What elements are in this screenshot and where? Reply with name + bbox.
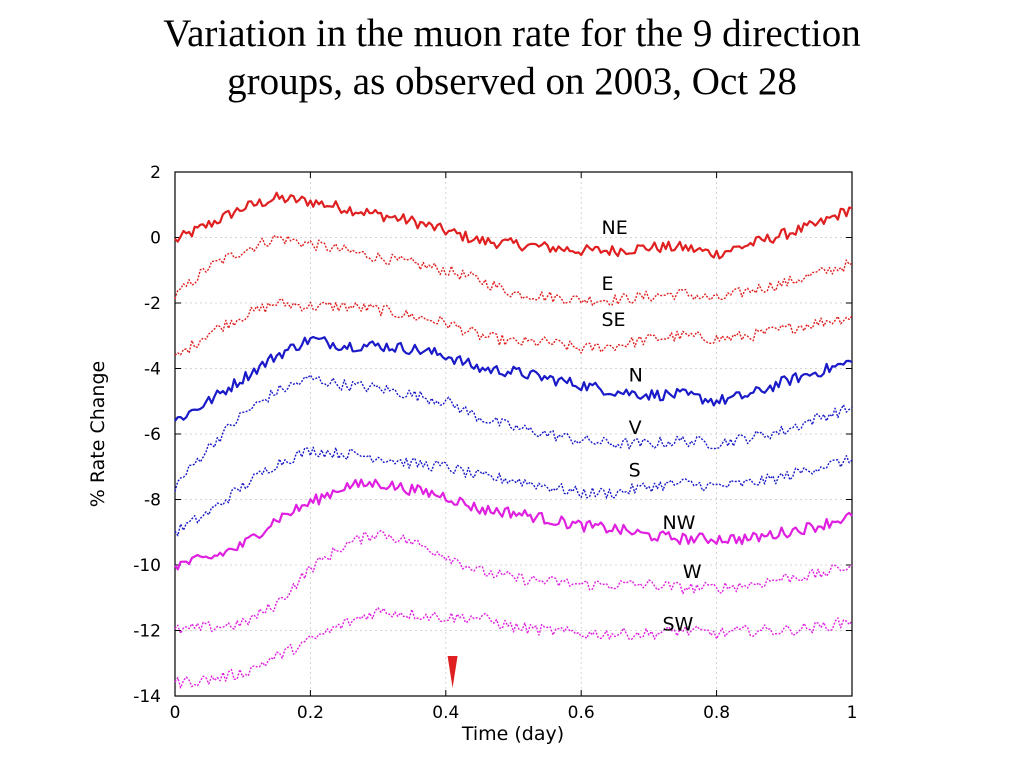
x-tick-label: 0.6 bbox=[568, 703, 595, 723]
series-line-se bbox=[174, 298, 853, 356]
event-marker bbox=[447, 656, 458, 688]
series-line-ne bbox=[174, 191, 853, 260]
x-tick-label: 0.4 bbox=[432, 703, 459, 723]
series-label-e: E bbox=[602, 273, 614, 295]
series-line-e bbox=[174, 234, 853, 306]
y-tick-label: -8 bbox=[144, 491, 161, 511]
y-tick-label: -2 bbox=[144, 294, 161, 314]
series-line-n bbox=[174, 335, 853, 422]
series-line-w bbox=[174, 529, 853, 635]
x-tick-label: 1 bbox=[847, 703, 858, 723]
event-marker-arrow bbox=[447, 656, 458, 688]
slide-title-line-1: Variation in the muon rate for the 9 dir… bbox=[163, 12, 861, 55]
series-line-v bbox=[174, 374, 853, 492]
series-labels: NE E SE N VS NW W SW bbox=[602, 217, 702, 635]
x-axis-ticks: 0 0.2 0.4 0.6 0.8 1 bbox=[170, 172, 858, 723]
y-tick-label: 2 bbox=[150, 163, 161, 183]
y-tick-label: -10 bbox=[133, 556, 161, 576]
y-tick-label: -12 bbox=[133, 622, 161, 642]
y-tick-label: -14 bbox=[133, 687, 161, 707]
x-axis-label: Time (day) bbox=[461, 723, 564, 745]
y-axis-label: % Rate Change bbox=[87, 361, 109, 507]
series-label-nw: NW bbox=[662, 512, 695, 534]
x-tick-label: 0 bbox=[170, 703, 181, 723]
grid-lines bbox=[175, 172, 852, 696]
series-label-v: V bbox=[629, 417, 642, 439]
series-lines bbox=[174, 191, 853, 689]
y-tick-label: -6 bbox=[144, 425, 161, 445]
y-tick-label: 0 bbox=[150, 229, 161, 249]
y-tick-label: -4 bbox=[144, 360, 161, 380]
series-label-sw: SW bbox=[662, 614, 693, 636]
series-line-s bbox=[174, 446, 853, 537]
slide-title-line-2: groups, as observed on 2003, Oct 28 bbox=[227, 60, 797, 103]
series-line-nw bbox=[174, 478, 853, 571]
x-tick-label: 0.2 bbox=[297, 703, 324, 723]
series-label-w: W bbox=[683, 561, 702, 583]
slide-title: Variation in the muon rate for the 9 dir… bbox=[0, 10, 1024, 106]
series-label-ne: NE bbox=[602, 217, 628, 239]
y-axis-ticks: 2 0 -2 -4 -6 -8 -10 -12 -14 bbox=[133, 163, 852, 707]
x-tick-label: 0.8 bbox=[703, 703, 730, 723]
series-label-se: SE bbox=[602, 309, 626, 331]
series-label-n: N bbox=[629, 365, 643, 387]
series-line-sw bbox=[174, 607, 853, 689]
series-label-s: S bbox=[629, 460, 641, 482]
